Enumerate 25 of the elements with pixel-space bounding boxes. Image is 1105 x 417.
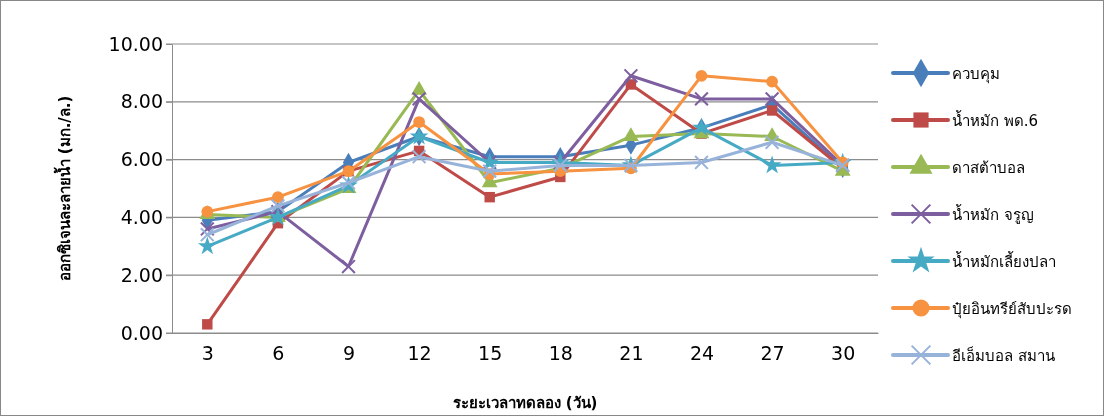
x-tick-label: 24 [689,342,715,365]
y-tick-label: 10.00 [108,32,163,55]
y-tick-label: 4.00 [120,205,163,228]
x-tick-label: 18 [548,342,573,365]
x-tick-label: 15 [478,342,503,365]
x-tick-label: 6 [272,342,285,365]
x-axis-title: ระยะเวลาทดลอง (วัน) [452,394,598,412]
y-axis-title: ออกซิเจนละลายน้ำ (มก./ล.) [53,95,74,282]
x-tick-label: 30 [831,342,856,365]
y-tick-label: 2.00 [120,263,163,286]
legend-label: อีเอ็มบอล สมาน [952,346,1055,365]
x-tick-label: 27 [760,342,785,365]
legend-label: น้ำหมัก จรูญ [952,204,1034,224]
legend-label: ปุ๋ยอินทรีย์สับปะรด [952,300,1072,319]
y-tick-label: 0.00 [120,321,163,344]
x-tick-label: 21 [619,342,644,365]
legend-label: น้ำหมักเลี้ยงปลา [952,251,1056,271]
x-tick-label: 12 [407,342,432,365]
legend-label: น้ำหมัก พด.6 [952,110,1039,130]
legend-label: ควบคุม [952,65,1000,84]
legend-label: ดาสต้าบอล [952,159,1025,177]
y-tick-label: 6.00 [120,148,163,171]
x-tick-label: 3 [201,342,214,365]
y-tick-label: 8.00 [120,90,163,113]
x-tick-label: 9 [342,342,356,365]
